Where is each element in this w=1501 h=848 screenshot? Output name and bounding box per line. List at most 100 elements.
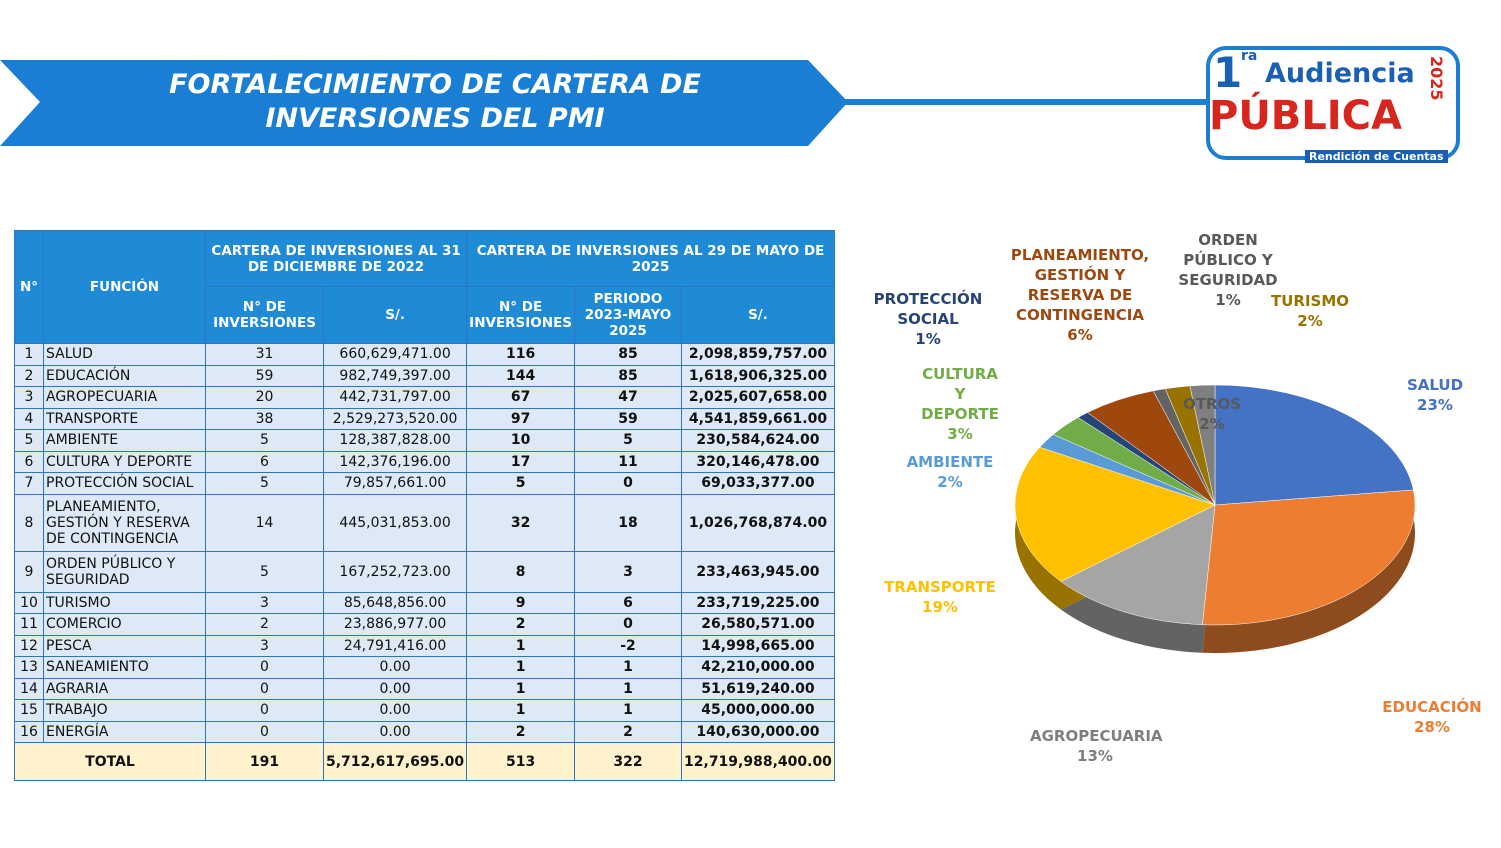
- table-cell: 6: [205, 450, 324, 473]
- table-cell: 5: [205, 429, 324, 452]
- table-cell: AGROPECUARIA: [43, 386, 206, 409]
- slice-name: TURISMO: [1270, 292, 1350, 310]
- table-cell: PESCA: [43, 634, 206, 657]
- header-cell: CARTERA DE INVERSIONES AL 29 DE MAYO DE …: [466, 230, 835, 287]
- title-banner: [0, 60, 848, 146]
- table-cell: TURISMO: [43, 591, 206, 614]
- table-cell: EDUCACIÓN: [43, 364, 206, 387]
- table-cell: 67: [466, 386, 576, 409]
- table-cell: 0.00: [322, 677, 468, 700]
- table-cell: 5: [466, 472, 576, 495]
- slice-name: AGROPECUARIA: [1030, 727, 1163, 745]
- slice-name: PLANEAMIENTO, GESTIÓN Y RESERVA DE CONTI…: [1010, 246, 1150, 324]
- table-row: 14 AGRARIA 0 0.00 1 1 51,619,240.00: [14, 677, 835, 700]
- table-cell: 14: [205, 493, 324, 552]
- slice-value: 2%: [937, 473, 963, 491]
- slice-value: 23%: [1417, 396, 1453, 414]
- total-cell: 322: [574, 742, 683, 781]
- slice-label: AMBIENTE 2%: [900, 452, 1000, 492]
- total-cell: 191: [205, 742, 324, 781]
- slice-label: PROTECCIÓN SOCIAL 1%: [868, 289, 988, 349]
- logo: 1 ra Audiencia PÚBLICA 2025 Rendición de…: [1205, 38, 1455, 168]
- slice-label: TURISMO 2%: [1265, 291, 1355, 331]
- header-cell: N° DE INVERSIONES: [466, 286, 576, 344]
- logo-line1: Audiencia: [1265, 58, 1415, 89]
- table-cell: 85: [574, 343, 683, 366]
- table-cell: 1: [574, 699, 683, 722]
- table-cell: 1: [574, 677, 683, 700]
- total-cell: 5,712,617,695.00: [322, 742, 468, 781]
- table-row: 16 ENERGÍA 0 0.00 2 2 140,630,000.00: [14, 720, 835, 743]
- table-cell: 0.00: [322, 720, 468, 743]
- slice-label: OTROS 2%: [1177, 394, 1247, 434]
- table-cell: 24,791,416.00: [322, 634, 468, 657]
- table-cell: 3: [205, 634, 324, 657]
- table-row: 4 TRANSPORTE 38 2,529,273,520.00 97 59 4,541,8…: [14, 407, 835, 430]
- table-cell: 69,033,377.00: [681, 472, 835, 495]
- table-row: 3 AGROPECUARIA 20 442,731,797.00 67 47 2,025,6…: [14, 386, 835, 409]
- table-row: 7 PROTECCIÓN SOCIAL 5 79,857,661.00 5 0 69,033…: [14, 472, 835, 495]
- table-cell: 8: [466, 550, 576, 593]
- slice-label: SALUD 23%: [1395, 375, 1475, 415]
- slice-value: 2%: [1199, 415, 1225, 433]
- table-cell: 233,463,945.00: [681, 550, 835, 593]
- logo-tagline: Rendición de Cuentas: [1305, 150, 1448, 163]
- pie-chart: [1014, 384, 1416, 653]
- table-cell: 2: [466, 720, 576, 743]
- table-cell: 2: [205, 613, 324, 636]
- table-cell: 10: [14, 591, 44, 614]
- logo-number: 1: [1213, 48, 1243, 97]
- table-cell: AGRARIA: [43, 677, 206, 700]
- table-cell: COMERCIO: [43, 613, 206, 636]
- table-cell: 14: [14, 677, 44, 700]
- table-cell: 9: [466, 591, 576, 614]
- header-cell: N°: [14, 230, 44, 344]
- table-cell: 15: [14, 699, 44, 722]
- table-cell: 1: [14, 343, 44, 366]
- slice-name: OTROS: [1182, 395, 1242, 413]
- table-cell: 51,619,240.00: [681, 677, 835, 700]
- title: FORTALECIMIENTO DE CARTERA DE INVERSIONE…: [169, 69, 701, 134]
- table-cell: 0: [574, 472, 683, 495]
- table-cell: 320,146,478.00: [681, 450, 835, 473]
- table-cell: -2: [574, 634, 683, 657]
- table-cell: 2: [574, 720, 683, 743]
- table-cell: 5: [205, 472, 324, 495]
- table-cell: 12: [14, 634, 44, 657]
- table-cell: 0.00: [322, 699, 468, 722]
- header-cell: N° DE INVERSIONES: [205, 286, 324, 344]
- table-row: 6 CULTURA Y DEPORTE 6 142,376,196.00 17 11 320…: [14, 450, 835, 473]
- table-cell: 31: [205, 343, 324, 366]
- table-cell: 2: [14, 364, 44, 387]
- table-cell: 16: [14, 720, 44, 743]
- table-row: 2 EDUCACIÓN 59 982,749,397.00 144 85 1,618,906…: [14, 364, 835, 387]
- table-cell: 59: [205, 364, 324, 387]
- table-cell: 5: [205, 550, 324, 593]
- table-cell: 0: [205, 677, 324, 700]
- table-cell: 2,529,273,520.00: [322, 407, 468, 430]
- table-cell: 23,886,977.00: [322, 613, 468, 636]
- table-cell: 3: [574, 550, 683, 593]
- table-cell: 0.00: [322, 656, 468, 679]
- table-cell: 11: [14, 613, 44, 636]
- table-cell: TRABAJO: [43, 699, 206, 722]
- slice-value: 13%: [1077, 747, 1113, 765]
- table-cell: 17: [466, 450, 576, 473]
- table-cell: SANEAMIENTO: [43, 656, 206, 679]
- slice-value: 28%: [1414, 718, 1450, 736]
- table-cell: 1,618,906,325.00: [681, 364, 835, 387]
- table-cell: 47: [574, 386, 683, 409]
- table-row: 15 TRABAJO 0 0.00 1 1 45,000,000.00: [14, 699, 835, 722]
- slice-name: PROTECCIÓN SOCIAL: [873, 290, 983, 328]
- header-cell: S/.: [681, 286, 835, 344]
- table-cell: 79,857,661.00: [322, 472, 468, 495]
- table-cell: 1: [466, 699, 576, 722]
- table-cell: SALUD: [43, 343, 206, 366]
- table-cell: 4,541,859,661.00: [681, 407, 835, 430]
- slice-name: TRANSPORTE: [884, 578, 996, 596]
- table-cell: 982,749,397.00: [322, 364, 468, 387]
- logo-line2: PÚBLICA: [1209, 93, 1402, 139]
- slice-name: CULTURA Y DEPORTE: [921, 365, 999, 423]
- table-cell: 230,584,624.00: [681, 429, 835, 452]
